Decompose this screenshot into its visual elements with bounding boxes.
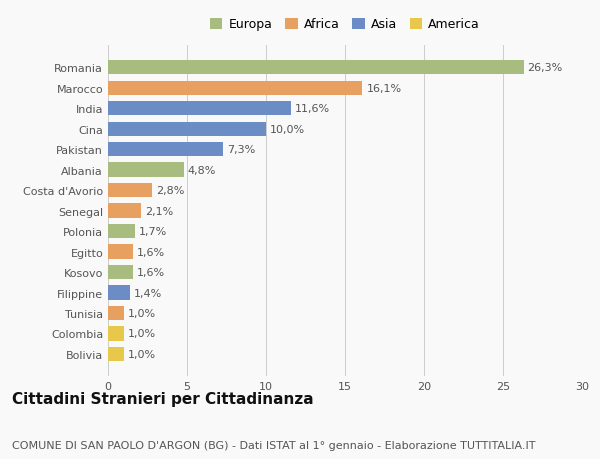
- Text: 1,6%: 1,6%: [137, 268, 166, 277]
- Bar: [108, 245, 133, 259]
- Text: 4,8%: 4,8%: [188, 165, 216, 175]
- Text: 1,6%: 1,6%: [137, 247, 166, 257]
- Bar: [108, 184, 152, 198]
- Legend: Europa, Africa, Asia, America: Europa, Africa, Asia, America: [205, 13, 485, 36]
- Text: 11,6%: 11,6%: [295, 104, 331, 114]
- Text: 10,0%: 10,0%: [270, 124, 305, 134]
- Text: 1,7%: 1,7%: [139, 227, 167, 236]
- Bar: [108, 265, 133, 280]
- Bar: [108, 306, 124, 320]
- Bar: [108, 102, 291, 116]
- Bar: [108, 224, 135, 239]
- Bar: [108, 122, 266, 136]
- Bar: [108, 286, 130, 300]
- Text: 7,3%: 7,3%: [227, 145, 256, 155]
- Text: 1,4%: 1,4%: [134, 288, 163, 298]
- Text: 1,0%: 1,0%: [128, 329, 156, 339]
- Bar: [108, 61, 524, 75]
- Text: 1,0%: 1,0%: [128, 308, 156, 319]
- Bar: [108, 347, 124, 361]
- Text: 1,0%: 1,0%: [128, 349, 156, 359]
- Text: COMUNE DI SAN PAOLO D'ARGON (BG) - Dati ISTAT al 1° gennaio - Elaborazione TUTTI: COMUNE DI SAN PAOLO D'ARGON (BG) - Dati …: [12, 440, 536, 450]
- Text: 26,3%: 26,3%: [527, 63, 563, 73]
- Text: 2,8%: 2,8%: [156, 186, 185, 196]
- Bar: [108, 204, 141, 218]
- Bar: [108, 327, 124, 341]
- Text: Cittadini Stranieri per Cittadinanza: Cittadini Stranieri per Cittadinanza: [12, 391, 314, 406]
- Bar: [108, 163, 184, 178]
- Text: 2,1%: 2,1%: [145, 206, 173, 216]
- Bar: [108, 143, 223, 157]
- Text: 16,1%: 16,1%: [367, 84, 401, 94]
- Bar: [108, 81, 362, 95]
